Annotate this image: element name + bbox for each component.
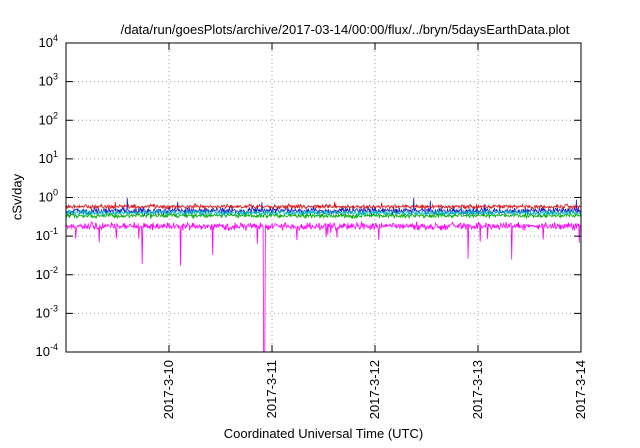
y-tick-label: 100	[39, 188, 58, 205]
series-cyan	[65, 208, 582, 217]
x-tick-label: 2017-3-10	[161, 360, 176, 419]
series-red	[65, 201, 582, 211]
x-tick-label: 2017-3-14	[573, 360, 588, 419]
y-tick-label: 10-4	[36, 342, 58, 359]
y-tick-label: 102	[39, 110, 58, 127]
y-tick-label: 103	[39, 72, 58, 89]
y-tick-label: 10-1	[36, 226, 58, 243]
plot-title: /data/run/goesPlots/archive/2017-03-14/0…	[120, 22, 570, 37]
plot-border	[65, 42, 582, 353]
x-tick-label: 2017-3-12	[367, 360, 382, 419]
series-magenta	[65, 220, 582, 353]
grid-lines	[66, 43, 581, 352]
axis-ticks	[66, 42, 582, 353]
x-tick-label: 2017-3-13	[470, 360, 485, 419]
series-green	[65, 211, 582, 220]
y-tick-label: 101	[39, 149, 58, 166]
y-tick-label: 10-2	[36, 265, 58, 282]
x-tick-label: 2017-3-11	[264, 360, 279, 418]
y-tick-labels: 104 103 102 101 100 10-1 10-2 10-3 10-4	[36, 33, 58, 359]
x-axis-label: Coordinated Universal Time (UTC)	[223, 426, 424, 441]
y-tick-label: 10-3	[36, 303, 58, 320]
x-tick-labels: 2017-3-10 2017-3-11 2017-3-12 2017-3-13 2017…	[161, 360, 588, 419]
y-tick-label: 104	[39, 33, 58, 50]
